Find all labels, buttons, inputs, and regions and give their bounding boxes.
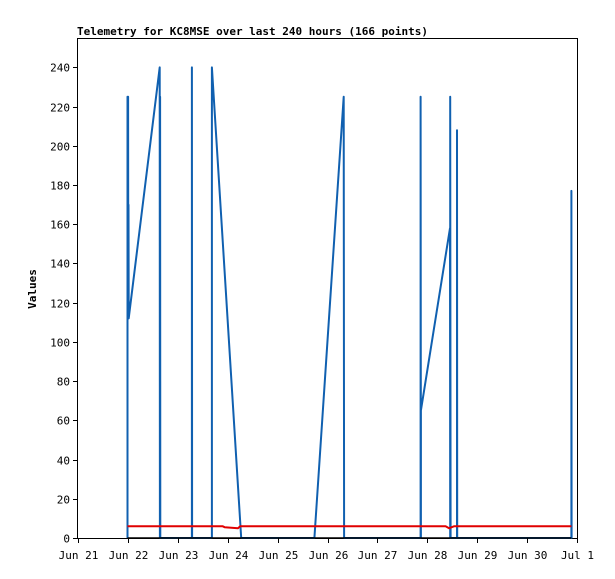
x-tick-label: Jun 22 — [109, 549, 149, 562]
x-tick-label: Jun 21 — [59, 549, 99, 562]
series-layer — [126, 66, 573, 539]
x-tick-label: Jun 23 — [159, 549, 199, 562]
y-tick-label: 100 — [50, 337, 70, 350]
y-tick-label: 220 — [50, 102, 70, 115]
y-tick-label: 140 — [50, 258, 70, 271]
y-tick-label: 180 — [50, 180, 70, 193]
x-tick-label: Jun 24 — [209, 549, 249, 562]
y-tick-label: 0 — [63, 533, 70, 546]
y-tick-label: 60 — [57, 415, 70, 428]
x-tick-label: Jun 25 — [259, 549, 299, 562]
y-axis: 0 20 40 60 80 100 120 140 160 180 200 220 240 — [50, 62, 78, 546]
y-tick-label: 200 — [50, 141, 70, 154]
x-tick-label: Jun 28 — [408, 549, 448, 562]
x-tick-label: Jun 26 — [309, 549, 349, 562]
y-tick-label: 160 — [50, 219, 70, 232]
y-tick-label: 240 — [50, 62, 70, 75]
y-tick-label: 20 — [57, 494, 70, 507]
y-axis-label: Values — [26, 269, 39, 309]
y-tick-label: 80 — [57, 376, 70, 389]
x-tick-label: Jun 30 — [508, 549, 548, 562]
y-tick-label: 40 — [57, 455, 70, 468]
x-tick-label: Jul 1 — [561, 549, 594, 562]
x-tick-label: Jun 27 — [358, 549, 398, 562]
x-tick-label: Jun 29 — [458, 549, 498, 562]
plot-area — [77, 38, 578, 539]
y-tick-label: 120 — [50, 298, 70, 311]
x-axis: Jun 21 Jun 22 Jun 23 Jun 24 Jun 25 Jun 26 Jun … — [59, 538, 594, 562]
series-line-2 — [127, 525, 572, 530]
chart-title: Telemetry for KC8MSE over last 240 hours… — [77, 25, 428, 38]
